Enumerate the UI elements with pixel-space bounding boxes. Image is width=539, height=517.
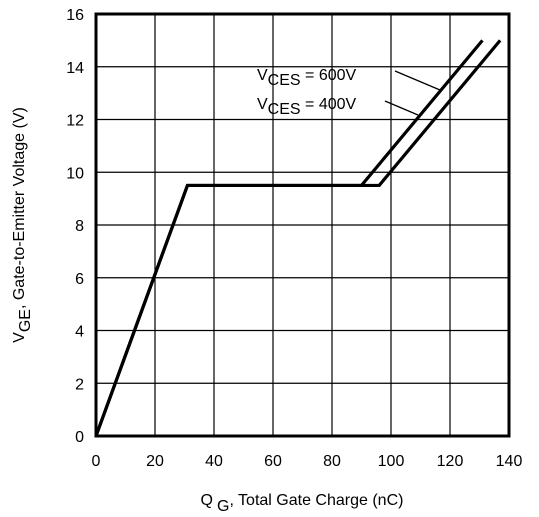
x-tick-label-140: 140 [496,453,523,470]
y-tick-label-16: 16 [66,7,84,24]
series-label-400v-rest: = 400V [301,96,357,113]
y-tick-label-14: 14 [66,60,84,77]
y-tick-label-0: 0 [75,429,84,446]
x-tick-label-100: 100 [378,453,405,470]
y-tick-label-6: 6 [75,271,84,288]
y-axis-title-main: V [11,332,28,343]
y-tick-label-2: 2 [75,376,84,393]
grid [96,14,509,436]
series-line-600v [94,39,484,437]
series-line-400v [94,39,502,437]
series-layer [94,39,502,437]
y-tick-label-4: 4 [75,324,84,341]
y-tick-label-8: 8 [75,218,84,235]
x-tick-label-120: 120 [437,453,464,470]
x-tick-label-40: 40 [205,453,223,470]
x-axis-title-rest: , Total Gate Charge (nC) [229,492,403,509]
series-label-400v-main: V [257,96,268,113]
y-axis-title: VGE, Gate-to-Emitter Voltage (V) [11,107,34,343]
leader-line-400v [384,100,419,116]
y-axis-title-rest: , Gate-to-Emitter Voltage (V) [11,107,28,309]
x-axis-title-sub: G [217,498,229,515]
y-axis-title-sub: GE [17,309,34,332]
x-tick-label-60: 60 [264,453,282,470]
x-tick-labels: 0 20 40 60 80 100 120 140 [92,453,523,470]
y-tick-label-10: 10 [66,165,84,182]
series-label-600v: VCES = 600V [257,67,357,89]
x-axis-title: Q G, Total Gate Charge (nC) [201,492,404,515]
series-label-600v-sub: CES [268,72,301,89]
y-tick-labels: 0 2 4 6 8 10 12 14 16 [66,7,84,446]
series-label-400v-sub: CES [268,101,301,118]
series-label-600v-rest: = 600V [301,67,357,84]
series-label-600v-main: V [257,67,268,84]
x-tick-label-20: 20 [146,453,164,470]
plot-frame [94,12,511,438]
x-tick-label-0: 0 [92,453,101,470]
y-tick-label-12: 12 [66,113,84,130]
leader-line-600v [394,70,441,91]
x-tick-label-80: 80 [323,453,341,470]
x-axis-title-main: Q [201,492,213,509]
series-label-400v: VCES = 400V [257,96,357,118]
